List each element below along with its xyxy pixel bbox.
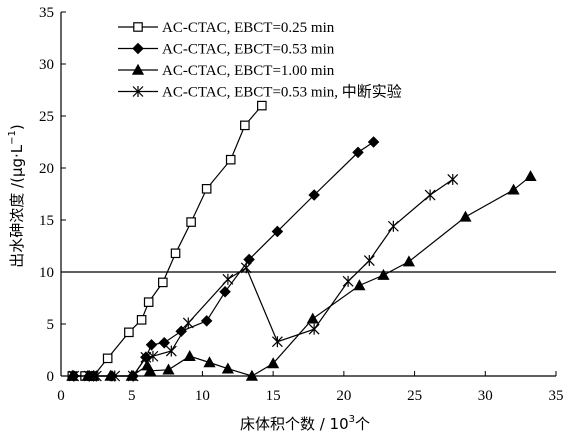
series-3 <box>67 171 536 380</box>
data-point <box>272 336 282 347</box>
x-tick-label: 5 <box>128 388 136 404</box>
data-point <box>159 278 167 286</box>
y-tick-label: 10 <box>39 265 54 281</box>
data-point <box>525 171 536 181</box>
data-point <box>258 101 266 109</box>
data-point <box>378 270 389 280</box>
legend-item: AC-CTAC, EBCT=0.53 min, 中断实验 <box>118 84 402 101</box>
x-tick-label: 30 <box>478 388 493 404</box>
y-tick-label: 25 <box>39 109 54 125</box>
data-point <box>368 137 378 147</box>
data-point <box>103 354 111 362</box>
data-point <box>125 328 133 336</box>
legend-item: AC-CTAC, EBCT=0.25 min <box>118 20 335 36</box>
x-tick-label: 10 <box>195 388 210 404</box>
data-point <box>425 190 435 201</box>
x-axis-title: 床体积个数 / 103个 <box>240 414 370 433</box>
data-point <box>166 346 176 357</box>
data-point <box>307 313 318 323</box>
legend-marker <box>134 23 142 31</box>
data-point <box>201 316 211 326</box>
data-point <box>202 185 210 193</box>
data-point <box>223 274 233 285</box>
data-point <box>227 155 235 163</box>
data-point <box>171 249 179 257</box>
y-tick-label: 30 <box>39 57 54 73</box>
y-tick-label: 0 <box>47 369 55 385</box>
series-1 <box>68 101 266 380</box>
x-tick-label: 0 <box>57 388 65 404</box>
y-axis-title: 出水砷浓度 /(μg·L−1) <box>7 124 26 267</box>
legend-marker <box>133 43 143 53</box>
data-point <box>404 256 415 266</box>
data-point <box>343 276 353 287</box>
x-tick-label: 35 <box>549 388 564 404</box>
data-point <box>204 357 215 367</box>
x-tick-label: 25 <box>407 388 422 404</box>
data-point <box>364 255 374 266</box>
data-point <box>183 317 193 328</box>
data-point <box>184 351 195 361</box>
y-tick-label: 20 <box>39 161 54 177</box>
series-line <box>72 106 261 376</box>
y-tick-label: 15 <box>39 213 54 229</box>
series-line <box>74 142 374 376</box>
legend-label: AC-CTAC, EBCT=1.00 min <box>162 63 335 79</box>
data-point <box>222 363 233 373</box>
data-point <box>309 324 319 335</box>
y-ticks: 0 5 10 15 20 25 30 35 <box>39 5 66 385</box>
legend-label: AC-CTAC, EBCT=0.53 min, 中断实验 <box>162 84 402 101</box>
data-point <box>508 184 519 194</box>
data-point <box>187 218 195 226</box>
data-point <box>137 316 145 324</box>
legend-item: AC-CTAC, EBCT=1.00 min <box>118 63 335 79</box>
series-2 <box>69 137 379 381</box>
series-4 <box>69 174 458 382</box>
series-layer <box>67 101 536 381</box>
series-line <box>74 179 453 376</box>
data-point <box>146 340 156 350</box>
x-tick-label: 15 <box>266 388 281 404</box>
y-tick-label: 5 <box>47 317 55 333</box>
data-point <box>159 338 169 348</box>
y-tick-label: 35 <box>39 5 54 21</box>
x-tick-label: 20 <box>336 388 351 404</box>
data-point <box>144 298 152 306</box>
data-point <box>354 280 365 290</box>
data-point <box>163 364 174 374</box>
data-point <box>241 121 249 129</box>
legend-label: AC-CTAC, EBCT=0.53 min <box>162 42 335 58</box>
data-point <box>448 174 458 185</box>
data-point <box>220 287 230 297</box>
data-point <box>460 211 471 221</box>
legend-label: AC-CTAC, EBCT=0.25 min <box>162 20 335 36</box>
data-point <box>388 221 398 232</box>
legend: AC-CTAC, EBCT=0.25 min AC-CTAC, EBCT=0.53… <box>118 20 402 101</box>
series-line <box>72 176 530 376</box>
legend-item: AC-CTAC, EBCT=0.53 min <box>118 42 335 58</box>
